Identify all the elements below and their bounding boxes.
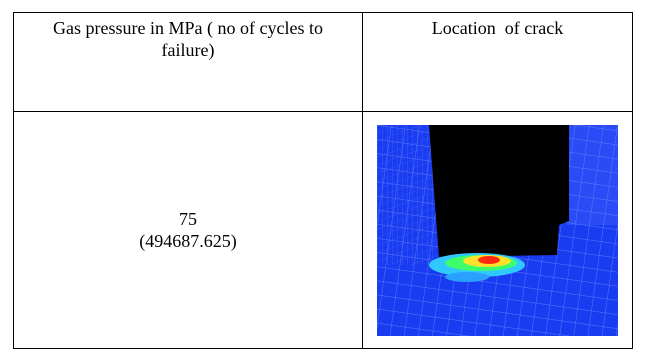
crack-image — [377, 125, 618, 336]
right-mesh — [567, 125, 618, 225]
header-cell: Location of crack — [363, 13, 633, 112]
cycles-value: (494687.625) — [14, 230, 362, 252]
mesh-dense — [377, 125, 437, 265]
header-text: Gas pressure in MPa ( no of cycles to fa… — [53, 17, 323, 61]
header-row: Gas pressure in MPa ( no of cycles to fa… — [14, 13, 633, 112]
pressure-value: 75 — [14, 208, 362, 230]
results-table: Gas pressure in MPa ( no of cycles to fa… — [13, 12, 633, 349]
data-cell: 75 (494687.625) — [14, 112, 363, 349]
image-cell — [363, 112, 633, 349]
data-row: 75 (494687.625) — [14, 112, 633, 349]
body-shape — [429, 125, 569, 257]
header-text: Location of crack — [432, 18, 563, 38]
stress-zone — [478, 256, 500, 264]
page: {"table": {"header": ["Gas pressure in M… — [0, 0, 645, 358]
stress-zone — [445, 272, 489, 282]
header-cell: Gas pressure in MPa ( no of cycles to fa… — [14, 13, 363, 112]
